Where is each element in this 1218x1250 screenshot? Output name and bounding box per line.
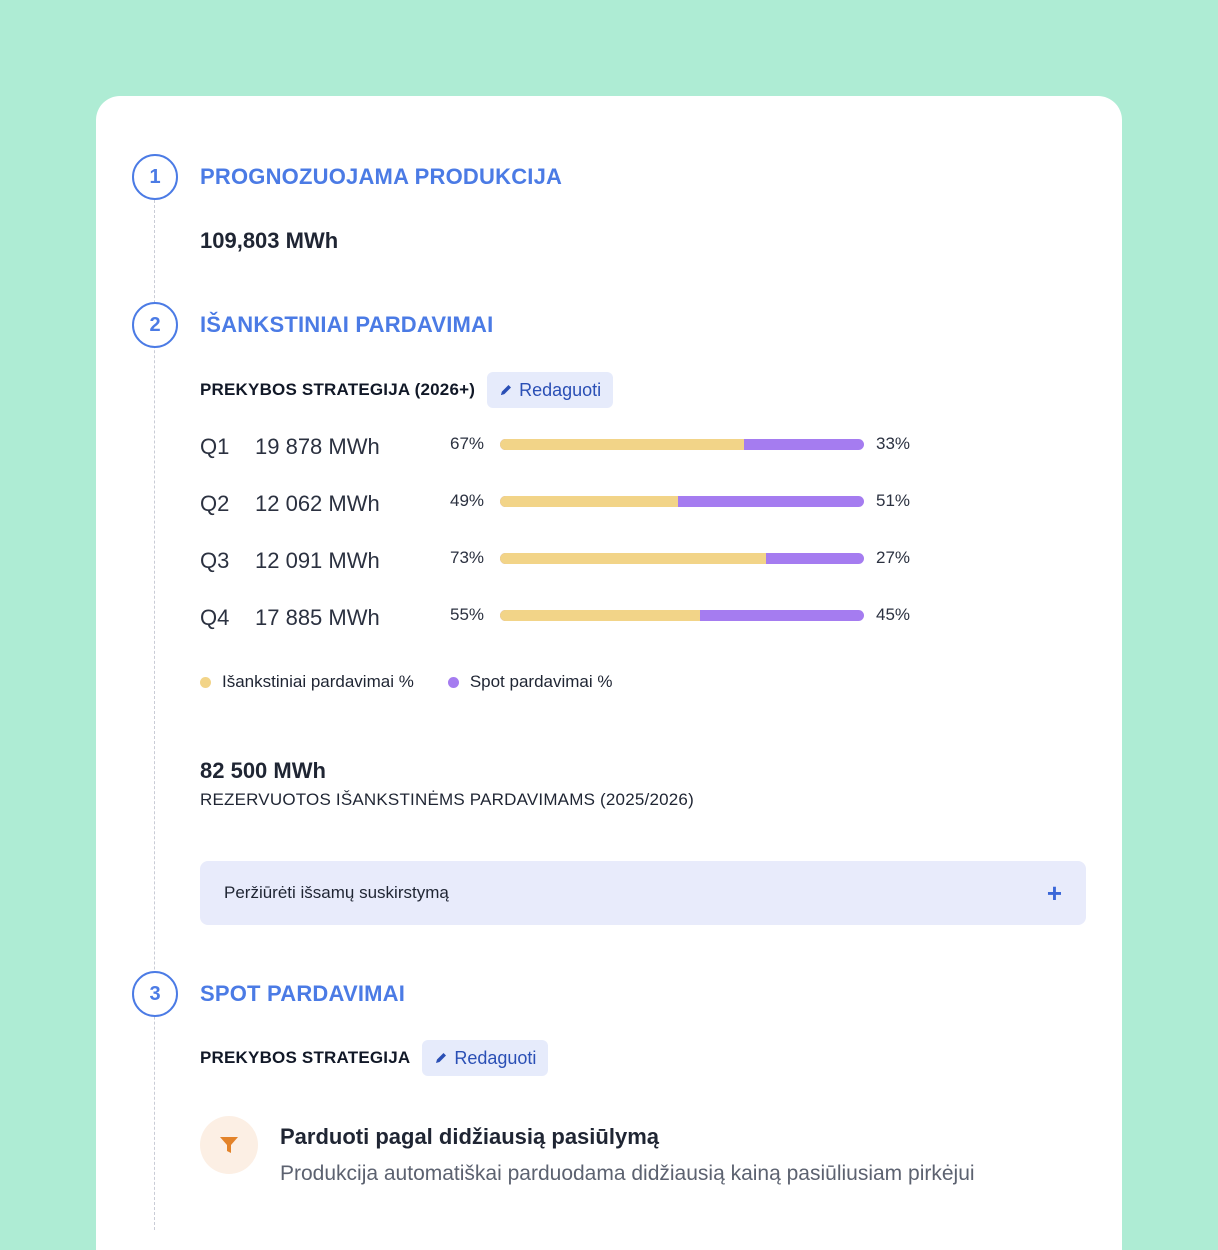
spot-rule-description: Produkcija automatiškai parduodama didži… — [280, 1162, 975, 1185]
split-bar — [500, 553, 864, 564]
step-3-title: SPOT PARDAVIMAI — [200, 981, 406, 1006]
breakdown-label: Peržiūrėti išsamų suskirstymą — [224, 883, 449, 902]
spot-pct-label: 33% — [876, 434, 911, 453]
forecast-production-value: 109,803 MWh — [200, 228, 339, 253]
forward-edit-button[interactable]: Redaguoti — [487, 372, 614, 408]
step-1-title: PROGNOZUOJAMA PRODUKCIJA — [200, 164, 563, 189]
breakdown-accordion[interactable]: Peržiūrėti išsamų suskirstymą + — [200, 861, 1086, 925]
quarter-label: Q3 — [200, 548, 230, 573]
reserved-value: 82 500 MWh — [200, 758, 326, 783]
forward-edit-label: Redaguoti — [519, 379, 602, 400]
legend-forward: Išankstiniai pardavimai % — [200, 672, 414, 692]
legend-forward-dot — [200, 676, 211, 688]
split-bar — [500, 439, 864, 450]
legend-spot: Spot pardavimai % — [447, 672, 613, 692]
strategy-card: 1 PROGNOZUOJAMA PRODUKCIJA 109,803 MWh 2… — [96, 96, 1122, 1250]
funnel-icon-glyph — [220, 1137, 238, 1153]
pencil-icon — [436, 1053, 447, 1063]
forward-strategy-label: PREKYBOS STRATEGIJA (2026+) — [200, 380, 476, 399]
quarter-mwh: 17 885 MWh — [255, 605, 380, 630]
forward-pct-label: 55% — [450, 605, 485, 624]
spot-pct-label: 27% — [876, 548, 911, 567]
split-bar — [500, 496, 864, 507]
forward-pct-label: 73% — [450, 548, 485, 567]
quarter-row: Q4 17 885 MWh 55% 45% — [200, 603, 920, 633]
forward-pct-label: 67% — [450, 434, 485, 453]
timeline-line — [154, 200, 155, 1230]
forward-bar-fill — [500, 439, 744, 450]
quarter-row: Q1 19 878 MWh 67% 33% — [200, 432, 920, 462]
spot-rule-title: Parduoti pagal didžiausią pasiūlymą — [280, 1124, 659, 1149]
forward-strategy-row: PREKYBOS STRATEGIJA (2026+) Redaguoti — [200, 372, 614, 408]
step-2-badge: 2 — [132, 302, 178, 348]
spot-edit-button[interactable]: Redaguoti — [422, 1040, 549, 1076]
step-2-title: IŠANKSTINIAI PARDAVIMAI — [200, 312, 494, 337]
forward-bar-fill — [500, 553, 766, 564]
spot-strategy-row: PREKYBOS STRATEGIJA Redaguoti — [200, 1040, 549, 1076]
spot-pct-label: 45% — [876, 605, 911, 624]
quarter-row: Q2 12 062 MWh 49% 51% — [200, 489, 920, 519]
quarter-mwh: 12 062 MWh — [255, 491, 380, 516]
spot-edit-label: Redaguoti — [454, 1047, 537, 1068]
legend-spot-dot — [447, 676, 459, 688]
quarter-mwh: 12 091 MWh — [255, 548, 380, 573]
step-3-badge: 3 — [132, 971, 178, 1017]
quarter-row: Q3 12 091 MWh 73% 27% — [200, 546, 920, 576]
legend-spot-label: Spot pardavimai % — [469, 672, 613, 691]
quarter-label: Q2 — [200, 491, 230, 516]
forward-pct-label: 49% — [450, 491, 485, 510]
quarter-label: Q4 — [200, 605, 230, 630]
bar-legend: Išankstiniai pardavimai % Spot pardavima… — [200, 672, 647, 692]
reserved-label: REZERVUOTOS IŠANKSTINĖMS PARDAVIMAMS (20… — [200, 790, 694, 809]
plus-icon: + — [1046, 878, 1062, 908]
spot-strategy-label: PREKYBOS STRATEGIJA — [200, 1048, 411, 1067]
quarter-mwh: 19 878 MWh — [255, 434, 380, 459]
forward-bar-fill — [500, 610, 701, 621]
quarter-label: Q1 — [200, 434, 230, 459]
step-1-badge: 1 — [132, 154, 178, 200]
pencil-icon — [501, 385, 512, 395]
spot-pct-label: 51% — [876, 491, 911, 510]
legend-forward-label: Išankstiniai pardavimai % — [222, 672, 414, 691]
split-bar — [500, 610, 864, 621]
forward-bar-fill — [500, 496, 679, 507]
funnel-icon — [200, 1116, 258, 1174]
